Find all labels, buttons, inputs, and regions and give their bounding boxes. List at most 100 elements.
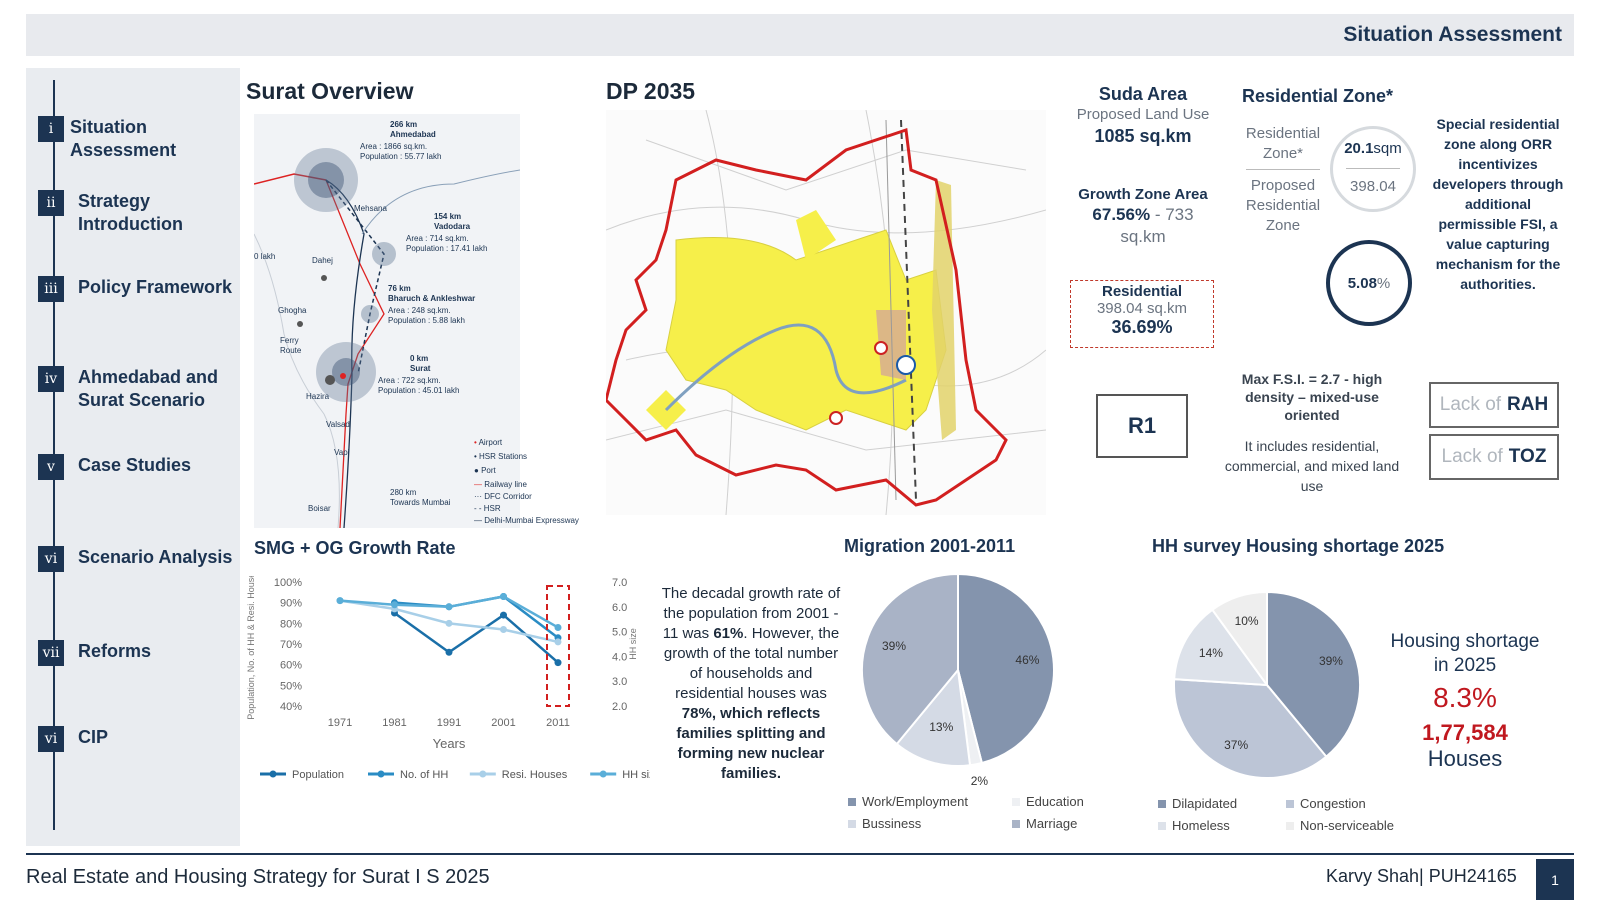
zone-ratio-ring (1330, 126, 1416, 212)
migration-chart-title: Migration 2001-2011 (844, 536, 1016, 556)
place-detail: Area : 1866 sq.km. Population : 55.77 la… (360, 142, 442, 161)
y-right-tick-label: 3.0 (612, 676, 627, 688)
legend-railway: — Railway line (474, 480, 527, 489)
place-name: 76 km Bharuch & Ankleshwar (388, 284, 476, 303)
suda-value: 1085 sq.km (1094, 126, 1192, 146)
y-tick-label: 90% (280, 598, 302, 610)
shortage-legend-item: Non-serviceable (1286, 818, 1394, 833)
y-tick-label: 50% (280, 680, 302, 692)
slice-label: 10% (1234, 614, 1259, 629)
pie-slice (1210, 590, 1268, 689)
nav-number: vi (38, 726, 64, 752)
place-detail: Area : 714 sq.km. Population : 17.41 lak… (406, 234, 488, 253)
shortage-legend-item: Dilapidated (1158, 796, 1237, 811)
legend-marker (377, 770, 385, 778)
place-name: 0 km Surat (410, 354, 431, 373)
housing-shortage-pct: 8.3% (1433, 682, 1497, 713)
town-label: Ferry Route (280, 336, 302, 355)
residential-zone-title: Residential Zone* (1242, 86, 1394, 106)
data-point (500, 611, 507, 619)
legend-swatch (848, 797, 856, 806)
housing-shortage-label: Housing shortage in 2025 (1390, 631, 1540, 676)
zone-value-2: 398.04 (1350, 178, 1396, 195)
growth-title: Growth Zone Area (1078, 186, 1208, 203)
growth-paragraph: The decadal growth rate of the populatio… (661, 585, 841, 782)
zone-pct-ring: 5.08% (1326, 240, 1412, 326)
y-right-tick-label: 4.0 (612, 651, 627, 663)
data-point (445, 603, 453, 611)
sidebar-item-case-studies[interactable]: v Case Studies (38, 454, 238, 480)
legend-dfc: ··· DFC Corridor (474, 492, 532, 501)
slice-label: 46% (1015, 653, 1040, 668)
series-line (393, 611, 559, 664)
pie-slice (1173, 608, 1270, 687)
regional-map-graphic (253, 148, 521, 529)
lack-rah-box: Lack of RAH (1429, 382, 1559, 428)
town-label: Boisar (308, 504, 331, 513)
nav-label: Scenario Analysis (78, 547, 233, 567)
town-label: Ghogha (278, 306, 307, 315)
suda-title: Suda Area (1098, 84, 1188, 104)
residential-pct: 36.69% (1111, 317, 1173, 337)
legend-airport: • Airport (474, 438, 503, 447)
legend-hsr: - - HSR (474, 504, 501, 513)
sidebar-item-situation-assessment[interactable]: i Situation Assessment (38, 116, 230, 162)
data-point (336, 597, 344, 605)
shortage-chart-title: HH survey Housing shortage 2025 (1152, 536, 1445, 556)
header-bar: Situation Assessment (26, 14, 1574, 56)
place-detail: Area : 722 sq.km. Population : 45.01 lak… (378, 376, 460, 395)
y-tick-label: 40% (280, 701, 302, 713)
pie-slice (1173, 678, 1328, 779)
nav-number: iv (38, 366, 64, 392)
housing-shortage-unit: Houses (1427, 746, 1503, 771)
data-point (554, 623, 562, 631)
migration-pie-chart (861, 572, 1055, 767)
town-label: Valsad (326, 420, 350, 429)
sidebar-item-ahmedabad-surat-scenario[interactable]: iv Ahmedabad and Surat Scenario (38, 366, 238, 412)
y-tick-label: 70% (280, 639, 302, 651)
nav-label: Policy Framework (78, 277, 233, 297)
town-label: Mehsana (354, 204, 387, 213)
nav-label: Ahmedabad and Surat Scenario (78, 367, 219, 410)
sidebar-nav: i Situation Assessment ii Strategy Intro… (26, 68, 240, 846)
nav-label: Situation Assessment (70, 117, 177, 160)
lack-toz-box: Lack of TOZ (1429, 434, 1559, 480)
nav-label: Reforms (78, 641, 152, 661)
town-label: 0 lakh (254, 252, 276, 261)
legend-swatch (848, 819, 856, 828)
slice-label: 14% (1198, 646, 1223, 661)
data-point (391, 601, 398, 609)
sidebar-item-policy-framework[interactable]: iii Policy Framework (38, 276, 238, 302)
data-point (445, 619, 453, 627)
legend-port: ● Port (474, 466, 496, 475)
footer-rule (26, 853, 1574, 855)
data-point (500, 592, 507, 600)
legend-marker (479, 770, 487, 778)
y-tick-label: 60% (280, 660, 302, 672)
highlight-box (546, 585, 570, 707)
residential-area-box: Residential 398.04 sq.km 36.69% (1070, 280, 1214, 348)
legend-swatch (1012, 819, 1020, 828)
town-label: Vapi (334, 448, 350, 457)
shortage-pie-chart (1173, 590, 1361, 779)
y-right-tick-label: 2.0 (612, 701, 627, 713)
x-tick-label: 1971 (328, 717, 352, 729)
sidebar-item-scenario-analysis[interactable]: vi Scenario Analysis (38, 546, 238, 572)
slice-label: 39% (882, 638, 907, 653)
nav-number: iii (38, 276, 64, 302)
town-label: Hazira (306, 392, 330, 401)
sidebar-item-cip[interactable]: vi CIP (38, 726, 238, 752)
divider (1246, 169, 1320, 170)
legend-swatch (1286, 821, 1294, 830)
sidebar-item-strategy-introduction[interactable]: ii Strategy Introduction (38, 190, 238, 236)
data-point (500, 626, 507, 634)
nav-number: ii (38, 190, 64, 216)
legend-marker (269, 770, 277, 778)
slice-label: 39% (1318, 653, 1343, 668)
dp-map-graphic (604, 109, 1047, 516)
y-right-tick-label: 6.0 (612, 602, 627, 614)
legend-swatch (1012, 797, 1020, 806)
slice-label: 2% (970, 773, 989, 788)
sidebar-item-reforms[interactable]: vii Reforms (38, 640, 238, 666)
nav-label: CIP (78, 727, 109, 747)
